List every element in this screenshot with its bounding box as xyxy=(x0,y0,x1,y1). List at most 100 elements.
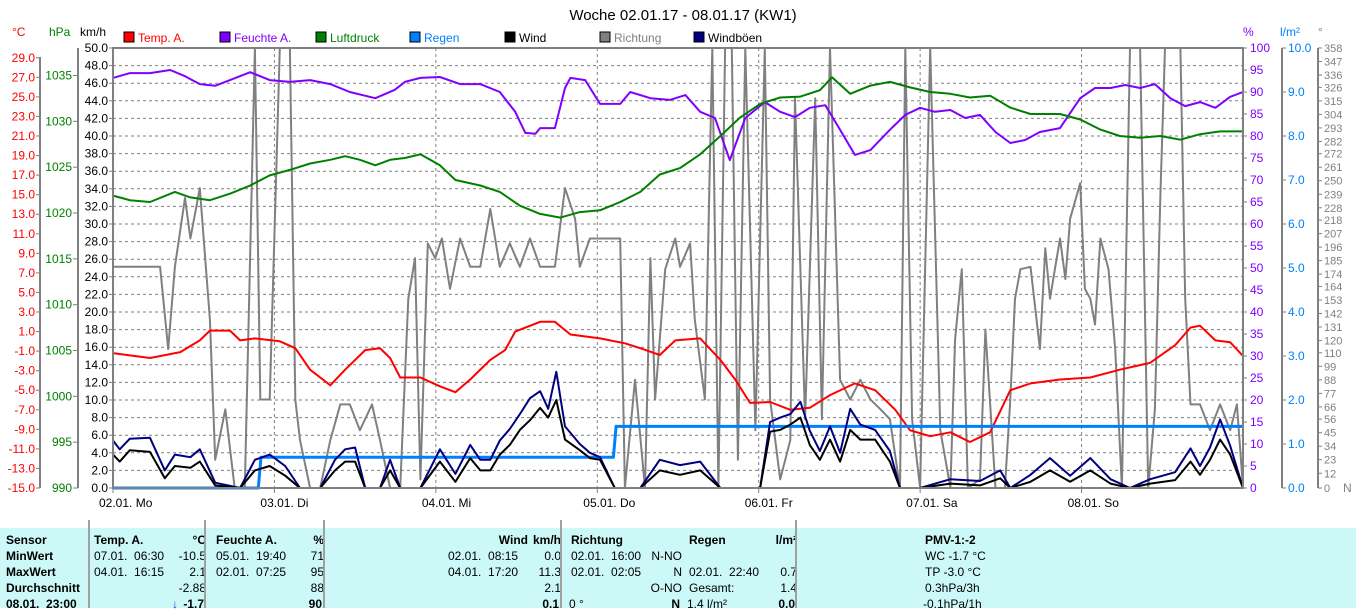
legend-label-1: Feuchte A. xyxy=(234,31,291,45)
wind-tick-label: 20.0 xyxy=(85,305,109,319)
wind-tick-label: 28.0 xyxy=(85,235,109,249)
pressure-trend-3h: 0.3hPa/3h xyxy=(925,581,980,595)
temp-tick-label: 7.0 xyxy=(18,266,35,280)
legend: Temp. A. Feuchte A. Luftdruck Regen Wind Rich… xyxy=(123,31,762,45)
rain-tick-label: 9.0 xyxy=(1288,85,1305,99)
humidity-value: 88 xyxy=(310,581,324,595)
direction-tick-label: 358 xyxy=(1324,43,1342,55)
header-humidity: Feuchte A. xyxy=(216,533,277,547)
temp-tick-label: 17.0 xyxy=(12,168,36,182)
pressure-tick-label: 1005 xyxy=(45,344,72,358)
wind-tick-label: 50.0 xyxy=(85,41,109,55)
direction-tick-label: 23 xyxy=(1324,455,1336,467)
table-row-average: Durchschnitt -2.88 88 2.1 O-NO Gesamt: 1… xyxy=(0,580,1356,596)
temp-tick-label: 27.0 xyxy=(12,70,36,84)
pressure-tick-label: 1025 xyxy=(45,160,72,174)
header-wind: Wind xyxy=(498,533,528,547)
direction-tick-label: 326 xyxy=(1324,82,1342,94)
table-header-row: Sensor Temp. A. °C Feuchte A. % Wind km/… xyxy=(0,532,1356,548)
legend-swatch xyxy=(219,31,231,43)
direction-tick-label: 153 xyxy=(1324,295,1342,307)
direction-tick-label: 218 xyxy=(1324,215,1342,227)
temp-tick-label: -7.0 xyxy=(14,403,35,417)
wind-time: 04.01. 17:20 xyxy=(448,565,519,579)
pressure-tick-label: 990 xyxy=(52,481,72,495)
humidity-tick-label: 5 xyxy=(1250,459,1257,473)
axes: 29.0 27.0 25.0 23.0 21.0 19.0 17.0 15.0 13.0 11.0… xyxy=(8,41,1352,495)
x-tick-label: 05.01. Do xyxy=(583,496,635,510)
rain-tick-label: 1.0 xyxy=(1288,437,1305,451)
temp-tick-label: -3.0 xyxy=(14,364,35,378)
header-humidity-unit: % xyxy=(313,533,324,547)
temp-time xyxy=(88,580,168,596)
rain-axis-unit: l/m² xyxy=(1280,25,1300,39)
wind-tick-label: 24.0 xyxy=(85,270,109,284)
humidity-tick-label: 25 xyxy=(1250,371,1264,385)
x-tick-label: 07.01. Sa xyxy=(906,496,958,510)
pressure-tick-label: 1010 xyxy=(45,298,72,312)
header-temp-unit: °C xyxy=(192,533,206,547)
temp-value: 2.1 xyxy=(189,565,206,579)
wind-tick-label: 6.0 xyxy=(91,428,108,442)
temp-tick-label: -15.0 xyxy=(8,481,36,495)
temp-tick-label: 11.0 xyxy=(13,227,36,241)
x-tick-label: 02.01. Mo xyxy=(99,496,153,510)
wind-tick-label: 48.0 xyxy=(85,59,109,73)
temp-tick-label: 19.0 xyxy=(12,149,36,163)
temp-time: 07.01. 06:30 xyxy=(94,549,165,563)
humidity-tick-label: 10 xyxy=(1250,437,1264,451)
humidity-tick-label: 0 xyxy=(1250,481,1257,495)
wind-tick-label: 26.0 xyxy=(85,252,109,266)
north-label: N xyxy=(1343,481,1352,495)
rain-tick-label: 3.0 xyxy=(1288,349,1305,363)
statistics-table: Sensor Temp. A. °C Feuchte A. % Wind km/… xyxy=(0,520,1356,611)
x-tick-label: 08.01. So xyxy=(1068,496,1120,510)
direction-tick-label: 56 xyxy=(1324,414,1336,426)
direction-tick-label: 196 xyxy=(1324,242,1342,254)
direction-degrees: 0 ° xyxy=(569,597,584,611)
temp-tick-label: 3.0 xyxy=(18,305,35,319)
trend-down-icon: ↓ xyxy=(172,597,178,611)
column-divider xyxy=(560,520,562,608)
wind-tick-label: 44.0 xyxy=(85,94,109,108)
pressure-axis-unit: hPa xyxy=(49,25,71,39)
humidity-tick-label: 80 xyxy=(1250,129,1264,143)
column-divider xyxy=(795,520,797,608)
header-wind-unit: km/h xyxy=(532,533,561,547)
header-temp: Temp. A. xyxy=(94,533,144,547)
rain-time: 02.01. 22:40 xyxy=(689,565,760,579)
direction-tick-label: 99 xyxy=(1324,361,1336,373)
rain-time xyxy=(685,548,769,564)
temp-time: 04.01. 16:15 xyxy=(94,565,165,579)
direction-tick-label: 250 xyxy=(1324,176,1342,188)
wind-value: 0.1 xyxy=(542,597,559,611)
temp-tick-label: 23.0 xyxy=(12,109,36,123)
wind-tick-label: 34.0 xyxy=(85,182,109,196)
header-rain: Regen xyxy=(689,533,726,547)
pressure-tick-label: 1000 xyxy=(45,389,72,403)
header-pmv: PMV-1:-2 xyxy=(925,533,976,547)
direction-tick-label: 120 xyxy=(1324,336,1342,348)
pressure-tick-label: 1020 xyxy=(45,206,72,220)
humidity-tick-label: 40 xyxy=(1250,305,1264,319)
wind-tick-label: 30.0 xyxy=(85,217,109,231)
series-feuchte-a- xyxy=(112,69,1244,162)
wind-tick-label: 38.0 xyxy=(85,147,109,161)
humidity-value: 71 xyxy=(310,549,324,563)
row-label: MinWert xyxy=(6,549,54,563)
direction-value: N-NO xyxy=(651,549,682,563)
rain-tick-label: 4.0 xyxy=(1288,305,1305,319)
humidity-tick-label: 100 xyxy=(1250,41,1270,55)
column-divider xyxy=(204,520,206,608)
direction-tick-label: 282 xyxy=(1324,136,1342,148)
humidity-time: 02.01. 07:25 xyxy=(216,565,287,579)
direction-value: N xyxy=(673,565,682,579)
legend-label-3: Regen xyxy=(424,31,459,45)
legend-swatch xyxy=(123,31,135,43)
wind-tick-label: 12.0 xyxy=(85,375,109,389)
temp-tick-label: 9.0 xyxy=(18,246,35,260)
column-divider xyxy=(323,520,325,608)
rain-tick-label: 5.0 xyxy=(1288,261,1305,275)
series-temp-a- xyxy=(112,320,1244,443)
wind-tick-label: 16.0 xyxy=(85,340,109,354)
